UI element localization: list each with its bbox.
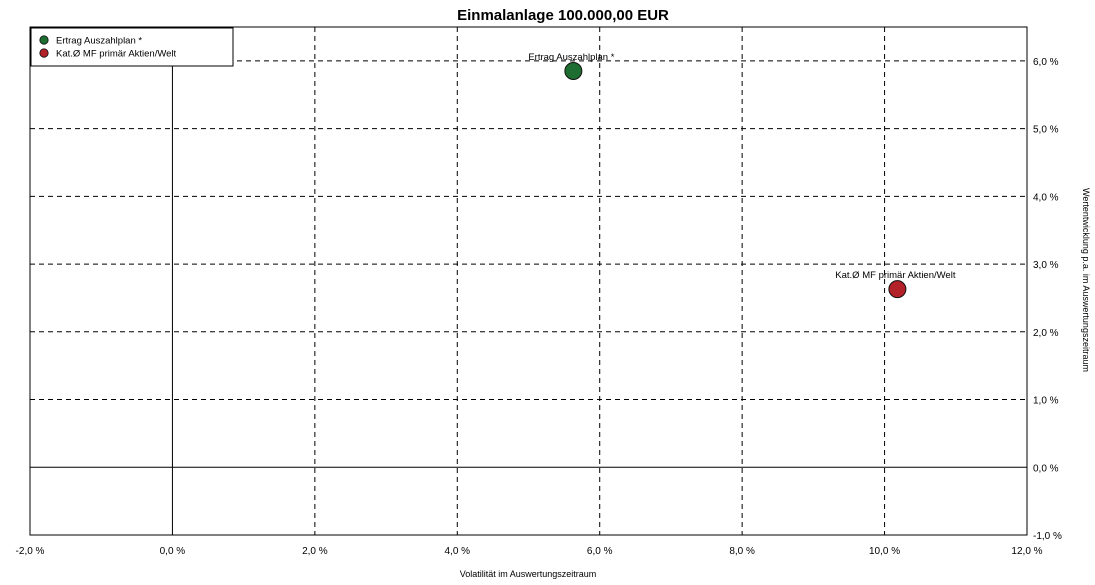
y-tick-label: 0,0 % bbox=[1033, 463, 1059, 474]
legend-marker bbox=[39, 48, 49, 58]
x-tick-labels: -2,0 % 0,0 % 2,0 % 4,0 % 6,0 % 8,0 % 10,0 % 12,… bbox=[16, 546, 1043, 557]
y-tick-label: 4,0 % bbox=[1033, 192, 1059, 203]
data-point-label: Ertrag Auszahlplan * bbox=[528, 52, 614, 63]
y-tick-label: 6,0 % bbox=[1033, 57, 1059, 68]
y-tick-label: 1,0 % bbox=[1033, 396, 1059, 407]
legend-box bbox=[30, 27, 234, 67]
y-tick-label: 2,0 % bbox=[1033, 328, 1059, 339]
x-tick-label: 12,0 % bbox=[1011, 546, 1042, 557]
y-tick-label: 5,0 % bbox=[1033, 125, 1059, 136]
plot-frame bbox=[29, 26, 1028, 536]
x-tick-label: -2,0 % bbox=[16, 546, 45, 557]
data-points: Ertrag Auszahlplan * Kat.Ø MF primär Akti… bbox=[528, 52, 956, 299]
legend-label: Kat.Ø MF primär Aktien/Welt bbox=[56, 49, 177, 60]
data-point bbox=[888, 280, 907, 299]
data-point bbox=[564, 62, 583, 81]
x-tick-label: 6,0 % bbox=[587, 546, 613, 557]
zero-axis-lines bbox=[30, 27, 1027, 535]
data-point-label: Kat.Ø MF primär Aktien/Welt bbox=[835, 270, 956, 281]
x-axis-label: Volatilität im Auswertungszeitraum bbox=[460, 569, 597, 579]
legend: Ertrag Auszahlplan * Kat.Ø MF primär Akti… bbox=[30, 27, 234, 67]
y-tick-labels: -1,0 % 0,0 % 1,0 % 2,0 % 3,0 % 4,0 % 5,0 % 6,0 … bbox=[1033, 57, 1062, 542]
y-axis-label: Wertentwicklung p.a. im Auswertungszeitr… bbox=[1081, 188, 1091, 372]
y-tick-label: 3,0 % bbox=[1033, 260, 1059, 271]
legend-marker bbox=[39, 35, 49, 45]
x-tick-label: 0,0 % bbox=[160, 546, 186, 557]
x-tick-label: 2,0 % bbox=[302, 546, 328, 557]
legend-label: Ertrag Auszahlplan * bbox=[56, 36, 142, 47]
x-tick-label: 8,0 % bbox=[729, 546, 755, 557]
y-tick-label: -1,0 % bbox=[1033, 531, 1062, 542]
chart-title: Einmalanlage 100.000,00 EUR bbox=[457, 7, 669, 24]
x-tick-label: 4,0 % bbox=[444, 546, 470, 557]
x-tick-label: 10,0 % bbox=[869, 546, 900, 557]
